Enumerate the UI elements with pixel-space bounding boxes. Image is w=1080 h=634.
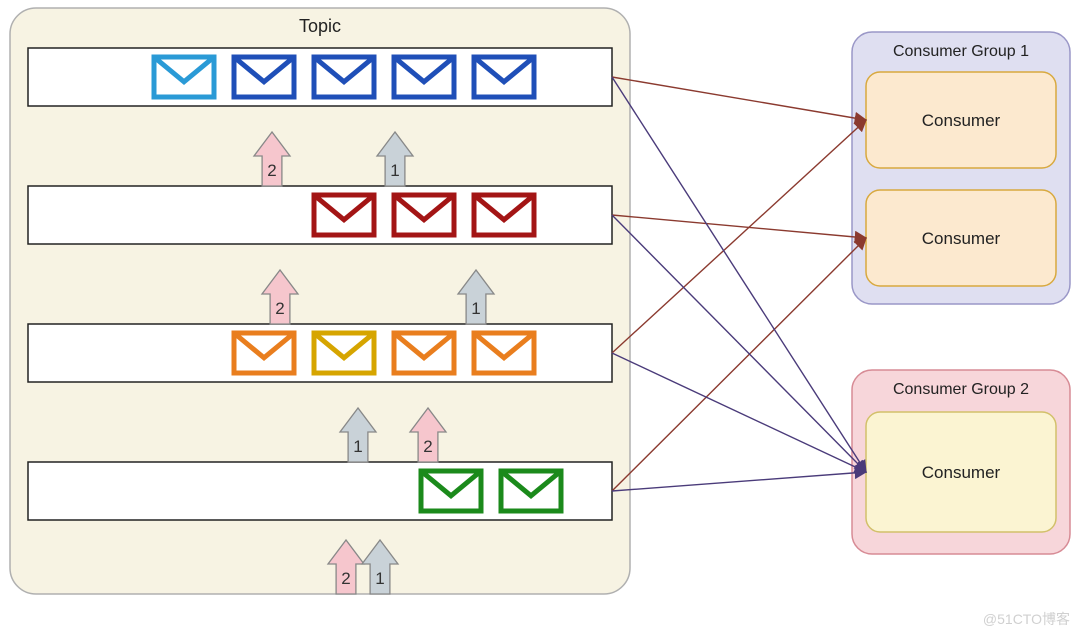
producer-arrow-label: 1 <box>375 569 384 588</box>
producer-arrow-label: 1 <box>471 299 480 318</box>
assignment-edge <box>612 120 866 353</box>
producer-arrow-label: 2 <box>275 299 284 318</box>
producer-arrow-label: 2 <box>267 161 276 180</box>
consumer-label: Consumer <box>922 463 1001 482</box>
assignment-edge <box>612 215 866 238</box>
producer-arrow-label: 2 <box>423 437 432 456</box>
consumer-group-label: Consumer Group 1 <box>893 43 1029 60</box>
assignment-edge <box>612 472 866 491</box>
topic-label: Topic <box>299 16 341 36</box>
producer-arrow-label: 1 <box>390 161 399 180</box>
assignment-edge <box>612 238 866 491</box>
consumer-label: Consumer <box>922 111 1001 130</box>
consumer-group-label: Consumer Group 2 <box>893 381 1029 398</box>
watermark: @51CTO博客 <box>983 611 1070 627</box>
assignment-edge <box>612 77 866 120</box>
assignment-edge <box>612 215 866 472</box>
consumer-label: Consumer <box>922 229 1001 248</box>
producer-arrow-label: 2 <box>341 569 350 588</box>
producer-arrow-label: 1 <box>353 437 362 456</box>
diagram-canvas: Topic 2 1 2 1 1 2 2 1 Consumer Group 1 Consumer Con… <box>0 0 1080 634</box>
